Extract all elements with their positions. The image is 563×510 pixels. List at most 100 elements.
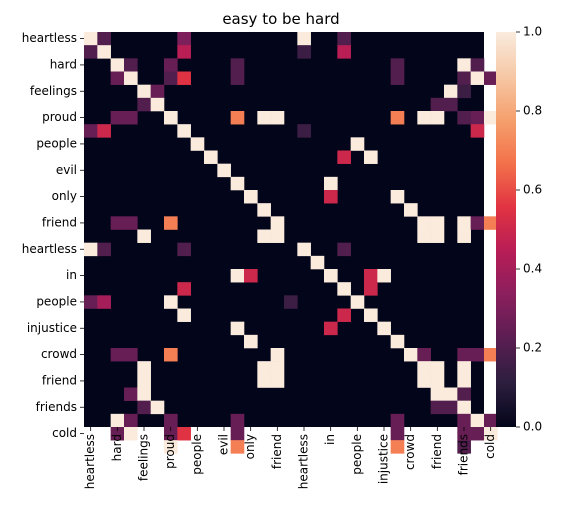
heatmap-cell — [164, 440, 178, 454]
heatmap-cell — [164, 348, 178, 362]
colorbar-gradient — [496, 32, 516, 427]
heatmap-cell — [337, 32, 351, 46]
heatmap-cell — [230, 111, 245, 125]
heatmap-cell — [457, 84, 471, 99]
heatmap-cell — [470, 58, 485, 72]
heatmap-cell — [310, 255, 325, 270]
heatmap-cell — [124, 413, 138, 428]
heatmap-cell — [177, 32, 191, 46]
heatmap-cell — [230, 58, 245, 72]
heatmap-cell — [150, 97, 165, 112]
heatmap-cell — [124, 71, 138, 85]
heatmap-cell — [84, 45, 98, 59]
colorbar: 0.0 0.2 0.4 0.6 0.8 1.0 — [496, 25, 542, 434]
y-tick-label: cold — [52, 426, 77, 440]
heatmap-cell — [110, 427, 125, 441]
colorbar-tick-label: 0.4 — [523, 262, 542, 276]
heatmap-cell — [84, 124, 98, 138]
heatmap-cell — [110, 58, 125, 72]
heatmap-cell — [417, 361, 431, 375]
heatmap-cell — [164, 58, 178, 72]
x-tick-label: evil — [217, 434, 231, 455]
heatmap-cell — [270, 374, 285, 388]
heatmap-cell — [270, 111, 285, 125]
colorbar-tick-label: 0.2 — [523, 341, 542, 355]
heatmap-cell — [230, 176, 245, 191]
heatmap-cell — [137, 84, 151, 99]
heatmap-cell — [177, 71, 191, 85]
heatmap-cell — [244, 334, 258, 349]
x-tick-label: feelings — [137, 434, 151, 481]
heatmap-cell — [257, 361, 271, 375]
heatmap-cell — [110, 111, 125, 125]
heatmap-cell — [470, 71, 485, 85]
colorbar-tick-label: 0.8 — [523, 104, 542, 118]
y-tick-label: proud — [42, 110, 77, 124]
heatmap-cell — [177, 308, 191, 322]
heatmap-cell — [457, 71, 471, 85]
heatmap-cell — [257, 374, 271, 388]
chart-title: easy to be hard — [222, 10, 339, 28]
heatmap-cell — [297, 45, 311, 59]
heatmap-cell — [97, 45, 111, 59]
heatmap-cell — [150, 400, 165, 415]
heatmap-cell — [164, 111, 178, 125]
heatmap-cell — [110, 413, 125, 428]
y-tick-label: injustice — [27, 321, 77, 335]
heatmap-cell — [337, 282, 351, 296]
heatmap-cell — [177, 282, 191, 296]
x-tick-label: friends — [457, 434, 471, 475]
heatmap-cell — [430, 216, 445, 230]
heatmap-cell — [377, 321, 391, 336]
heatmap-cell — [457, 440, 471, 454]
heatmap-cell — [430, 400, 445, 415]
heatmap-cell — [230, 427, 245, 441]
heatmap-cell — [390, 111, 405, 125]
heatmap-cell — [337, 150, 351, 164]
heatmap-cell — [257, 229, 271, 243]
heatmap-cell — [457, 374, 471, 388]
heatmap-cell — [164, 216, 178, 230]
x-tick-label: people — [190, 434, 204, 475]
heatmap-cell — [457, 413, 471, 428]
heatmap-cell — [470, 111, 485, 125]
heatmap-cell — [470, 124, 485, 138]
heatmap-cell — [417, 348, 431, 362]
heatmap-cell — [457, 400, 471, 415]
heatmap-cell — [457, 216, 471, 230]
colorbar-tick-label: 1.0 — [523, 25, 542, 39]
heatmap-cell — [177, 45, 191, 59]
heatmap-cell — [364, 150, 378, 164]
heatmap-cell — [230, 413, 245, 428]
heatmap-cell — [110, 71, 125, 85]
heatmap-cell — [484, 71, 498, 85]
heatmap-cell — [124, 387, 138, 401]
heatmap-cell — [337, 308, 351, 322]
heatmap-cell — [484, 427, 498, 441]
y-tick-label: hard — [50, 57, 77, 71]
heatmap-cell — [377, 269, 391, 283]
heatmap-cell — [257, 111, 271, 125]
heatmap-cell — [177, 242, 191, 257]
heatmap-cell — [150, 84, 165, 99]
heatmap-cell — [297, 242, 311, 257]
heatmap-cell — [297, 32, 311, 46]
heatmap-cell — [164, 427, 178, 441]
heatmap-cell — [390, 427, 405, 441]
heatmap-cell — [404, 348, 418, 362]
x-tick-label: only — [243, 434, 257, 459]
heatmap-cell — [137, 374, 151, 388]
heatmap-cell — [244, 190, 258, 204]
x-tick-label: friend — [270, 434, 284, 469]
y-tick-label: feelings — [30, 84, 77, 98]
y-tick-label: friend — [42, 373, 77, 387]
heatmap-cell — [137, 361, 151, 375]
y-tick-label: people — [36, 294, 77, 308]
heatmap-cell — [417, 229, 431, 243]
heatmap-cell — [390, 440, 405, 454]
heatmap-cell — [390, 413, 405, 428]
heatmap-cell — [430, 361, 445, 375]
heatmap-cell — [444, 97, 458, 112]
heatmap-cell — [297, 124, 311, 138]
heatmap-cell — [364, 282, 378, 296]
